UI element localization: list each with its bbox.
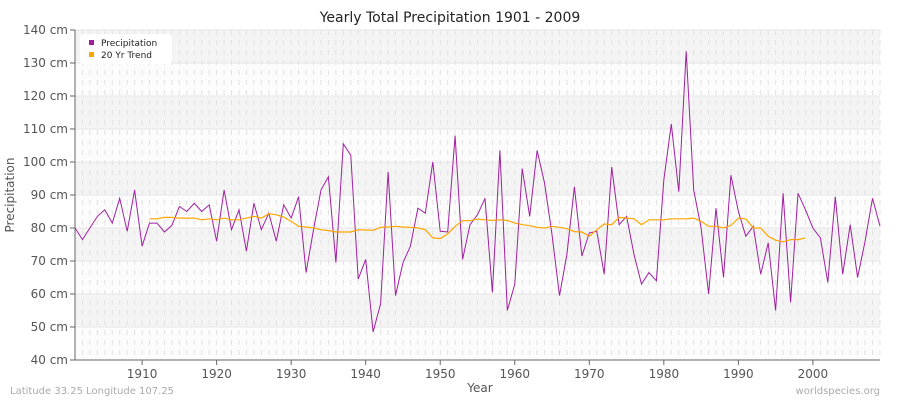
y-tick-label: 50 cm (31, 320, 68, 334)
legend-label-precipitation: Precipitation (101, 39, 157, 49)
y-tick-label: 70 cm (31, 254, 68, 268)
y-tick-label: 110 cm (23, 122, 68, 136)
chart-title: Yearly Total Precipitation 1901 - 2009 (319, 10, 581, 26)
y-tick-label: 140 cm (23, 23, 68, 37)
y-tick-label: 120 cm (23, 89, 68, 103)
precipitation-line (74, 51, 881, 333)
y-tick-label: 80 cm (31, 221, 68, 235)
legend-swatch-trend (89, 52, 94, 57)
x-tick-label: 1940 (350, 367, 381, 381)
y-tick-label: 40 cm (31, 353, 68, 367)
x-tick-label: 1960 (499, 367, 530, 381)
y-axis-label: Precipitation (3, 157, 17, 232)
legend-swatch-precipitation (89, 40, 94, 45)
x-tick-label: 1920 (201, 367, 232, 381)
legend: Precipitation 20 Yr Trend (80, 34, 172, 64)
x-axis-label: Year (466, 381, 492, 395)
y-tick-label: 90 cm (31, 188, 68, 202)
footer-location: Latitude 33.25 Longitude 107.25 (10, 386, 174, 397)
y-tick-label: 130 cm (23, 56, 68, 70)
plot-band (75, 30, 880, 63)
x-tick-label: 1990 (723, 367, 754, 381)
x-tick-label: 2000 (798, 367, 829, 381)
footer-source: worldspecies.org (796, 386, 880, 397)
x-tick-label: 1950 (425, 367, 456, 381)
plot-band (75, 162, 880, 195)
y-tick-label: 60 cm (31, 287, 68, 301)
x-tick-label: 1970 (574, 367, 605, 381)
x-tick-label: 1910 (127, 367, 158, 381)
legend-label-trend: 20 Yr Trend (101, 51, 152, 61)
y-tick-label: 100 cm (23, 155, 68, 169)
plot-band (75, 261, 880, 294)
trend-line (149, 213, 806, 243)
x-tick-label: 1980 (649, 367, 680, 381)
x-tick-label: 1930 (276, 367, 307, 381)
